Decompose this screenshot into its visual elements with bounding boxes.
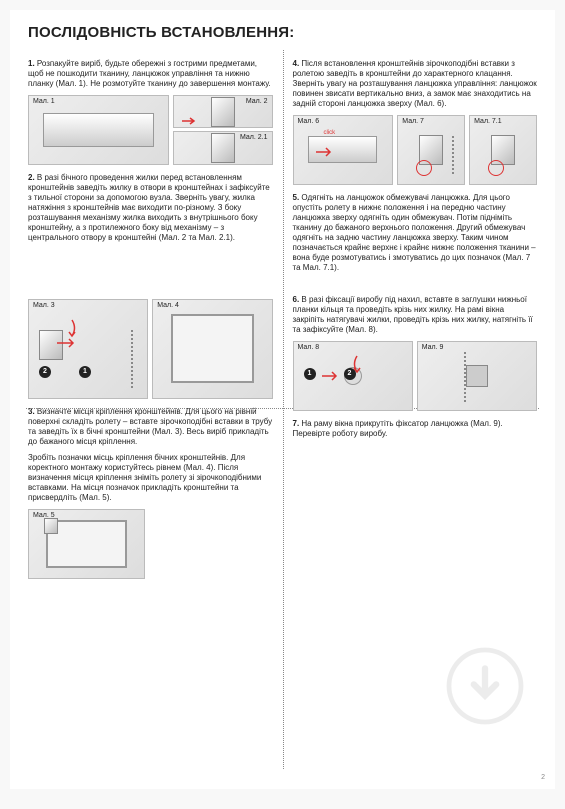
click-label: click: [324, 130, 336, 138]
fig-2-label: Мал. 2: [246, 98, 268, 107]
chain-shape: [464, 352, 466, 402]
step-3b-text: Зробіть позначки місць кріплення бічних …: [28, 453, 273, 503]
figure-3: Мал. 3 2 1: [28, 299, 148, 399]
figure-7: Мал. 7: [397, 115, 465, 185]
fig-7-label: Мал. 7: [402, 118, 424, 127]
fig-71-label: Мал. 7.1: [474, 118, 502, 127]
fig-9-label: Мал. 9: [422, 344, 444, 353]
figure-5: Мал. 5: [28, 509, 145, 579]
chain-shape: [131, 330, 133, 390]
highlight-circle-icon: [488, 160, 504, 176]
bracket-shape: [211, 97, 235, 127]
step-6-text: 6. В разі фіксації виробу під нахил, вст…: [293, 295, 538, 335]
num-badge-1: 1: [304, 368, 316, 380]
fig-3-label: Мал. 3: [33, 302, 55, 311]
blind-illustration: [43, 113, 154, 147]
badge-1-wrap: 1: [304, 368, 316, 380]
fig-row-3: Мал. 3 2 1 Мал. 4: [28, 299, 273, 399]
step-2-num: 2.: [28, 173, 35, 182]
arrow-icon: [314, 146, 334, 158]
frame-shape: [46, 520, 127, 568]
cell-top-left: 1. Розпакуйте виріб, будьте обережні з г…: [28, 53, 283, 289]
fig-8-label: Мал. 8: [298, 344, 320, 353]
step-1-body: Розпакуйте виріб, будьте обережні з гост…: [28, 59, 271, 88]
step-2-body: В разі бічного проведення жилки перед вс…: [28, 173, 270, 242]
step-4-body: Після встановлення кронштейнів зірочкопо…: [293, 59, 537, 108]
figure-1: Мал. 1: [28, 95, 169, 165]
bracket-shape: [211, 133, 235, 163]
fig-row-1: Мал. 1 Мал. 2 Мал. 2.1: [28, 95, 273, 165]
step-3-body: Визначте місця кріплення кронштейнів. Дл…: [28, 407, 272, 446]
step-1-num: 1.: [28, 59, 35, 68]
step-5-body: Одягніть на ланцюжок обмежувачі ланцюжка…: [293, 193, 536, 272]
instruction-page: ПОСЛІДОВНІСТЬ ВСТАНОВЛЕННЯ: 1. Розпакуйт…: [10, 10, 555, 789]
curved-arrow-icon: [65, 318, 79, 338]
badge-2-wrap: 2: [39, 366, 51, 378]
step-5-text: 5. Одягніть на ланцюжок обмежувачі ланцю…: [293, 193, 538, 273]
page-number: 2: [541, 774, 545, 783]
fig-6-label: Мал. 6: [298, 118, 320, 127]
figure-7-1: Мал. 7.1: [469, 115, 537, 185]
fig-2-stack: Мал. 2 Мал. 2.1: [173, 95, 272, 165]
badge-1-wrap: 1: [79, 366, 91, 378]
arrow-icon: [55, 336, 77, 350]
frame-shape: [171, 314, 254, 383]
figure-4: Мал. 4: [152, 299, 272, 399]
step-2-text: 2. В разі бічного проведення жилки перед…: [28, 173, 273, 243]
step-7-text: 7. На раму вікна прикрутіть фіксатор лан…: [293, 419, 538, 439]
step-7-body: На раму вікна прикрутіть фіксатор ланцюж…: [293, 419, 503, 438]
fig-1-label: Мал. 1: [33, 98, 55, 107]
arrow-icon: [320, 370, 340, 382]
highlight-circle-icon: [416, 160, 432, 176]
step-3b-body: Зробіть позначки місць кріплення бічних …: [28, 453, 261, 502]
step-6-num: 6.: [293, 295, 300, 304]
num-badge-2: 2: [39, 366, 51, 378]
step-4-text: 4. Після встановлення кронштейнів зірочк…: [293, 59, 538, 109]
fig-21-label: Мал. 2.1: [240, 134, 268, 143]
step-6-body: В разі фіксації виробу під нахил, вставт…: [293, 295, 533, 334]
num-badge-1: 1: [79, 366, 91, 378]
fig-4-label: Мал. 4: [157, 302, 179, 311]
figure-2: Мал. 2: [173, 95, 272, 129]
fig-row-6: Мал. 8 1 2 Мал. 9: [293, 341, 538, 411]
watermark-icon: [445, 646, 525, 729]
chain-shape: [452, 136, 454, 176]
cell-top-right: 4. Після встановлення кронштейнів зірочк…: [283, 53, 538, 289]
step-4-num: 4.: [293, 59, 300, 68]
page-title: ПОСЛІДОВНІСТЬ ВСТАНОВЛЕННЯ:: [28, 24, 537, 43]
cell-bottom-left: Мал. 3 2 1 Мал. 4 3. Визначте місця кріп…: [28, 289, 283, 597]
step-1-text: 1. Розпакуйте виріб, будьте обережні з г…: [28, 59, 273, 89]
fig-row-4: Мал. 6 click Мал. 7 Мал. 7.1: [293, 115, 538, 185]
cell-bottom-right: 6. В разі фіксації виробу під нахил, вст…: [283, 289, 538, 597]
step-7-num: 7.: [293, 419, 300, 428]
arrow-icon: [180, 116, 198, 126]
figure-6: Мал. 6 click: [293, 115, 394, 185]
fixator-shape: [466, 365, 488, 387]
figure-9: Мал. 9: [417, 341, 537, 411]
curved-arrow-icon: [350, 354, 364, 374]
step-5-num: 5.: [293, 193, 300, 202]
vertical-divider: [283, 50, 284, 769]
fig-5-label: Мал. 5: [33, 512, 55, 521]
figure-8: Мал. 8 1 2: [293, 341, 413, 411]
figure-2-1: Мал. 2.1: [173, 131, 272, 165]
fig-row-5: Мал. 5: [28, 509, 273, 579]
step-3-text: 3. Визначте місця кріплення кронштейнів.…: [28, 407, 273, 447]
